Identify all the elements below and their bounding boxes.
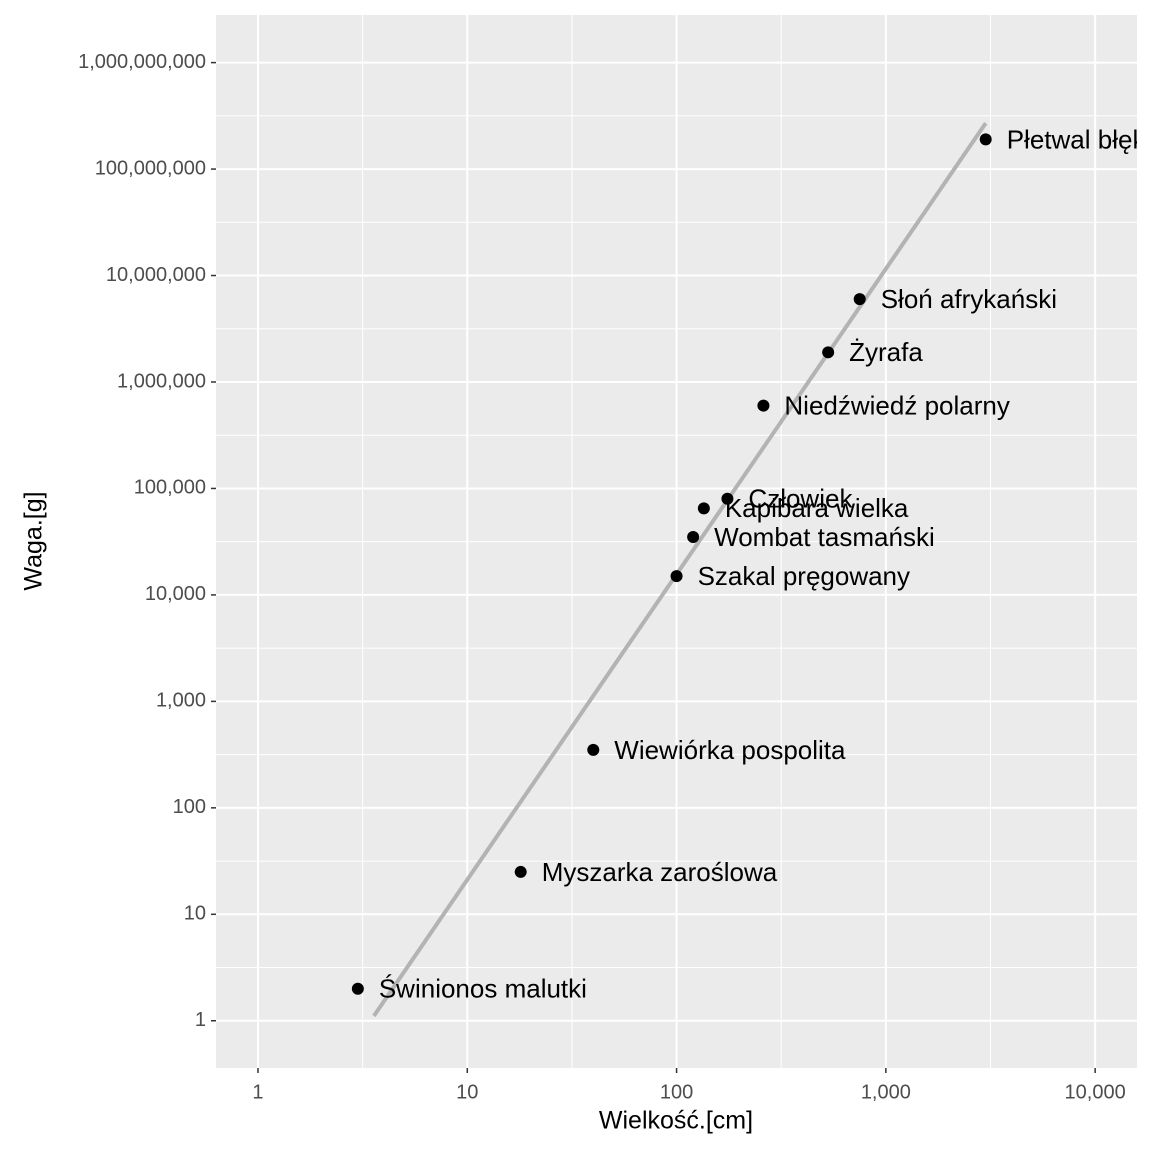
point	[979, 133, 992, 146]
y-axis-title: Waga.[g]	[20, 491, 48, 590]
point-label: Wiewiórka pospolita	[614, 735, 846, 765]
point	[757, 399, 770, 412]
point	[853, 293, 866, 306]
y-tick-label: 1,000,000	[117, 370, 206, 392]
y-tick-label: 10,000,000	[106, 264, 206, 286]
point-label: Myszarka zaroślowa	[542, 857, 778, 887]
trend-line	[372, 122, 988, 1018]
x-tick-label: 10,000	[1065, 1081, 1126, 1103]
y-tick-label: 1,000	[156, 690, 206, 712]
point-label: Człowiek	[748, 484, 853, 514]
point	[670, 570, 683, 583]
point	[721, 492, 734, 505]
point-label: Słoń afrykański	[881, 284, 1057, 314]
point-label: Świnionos malutki	[379, 974, 587, 1004]
x-tick-label: 10	[456, 1081, 478, 1103]
point	[697, 502, 710, 515]
point	[351, 982, 364, 995]
y-tick-label: 100,000,000	[95, 157, 206, 179]
y-tick-label: 100	[173, 796, 206, 818]
point	[687, 530, 700, 543]
y-tick-label: 10	[184, 903, 206, 925]
point-label: Szakal pręgowany	[698, 561, 910, 591]
y-tick-label: 1	[195, 1009, 206, 1031]
point-label: Płetwal błękitny	[1007, 124, 1152, 154]
point	[587, 743, 600, 756]
point-label: Niedźwiedź polarny	[784, 390, 1009, 420]
x-axis-title: Wielkość.[cm]	[599, 1107, 753, 1135]
x-tick-label: 1,000	[861, 1081, 911, 1103]
point	[822, 346, 835, 359]
y-tick-label: 100,000	[134, 477, 206, 499]
point-label: Żyrafa	[849, 337, 923, 367]
y-tick-label: 10,000	[145, 583, 206, 605]
point	[514, 865, 527, 878]
x-tick-label: 1	[252, 1081, 263, 1103]
x-tick-label: 100	[660, 1081, 693, 1103]
point-label: Kapibara wielka	[725, 493, 909, 523]
point-label: Wombat tasmański	[714, 522, 935, 552]
y-tick-label: 1,000,000,000	[78, 51, 206, 73]
